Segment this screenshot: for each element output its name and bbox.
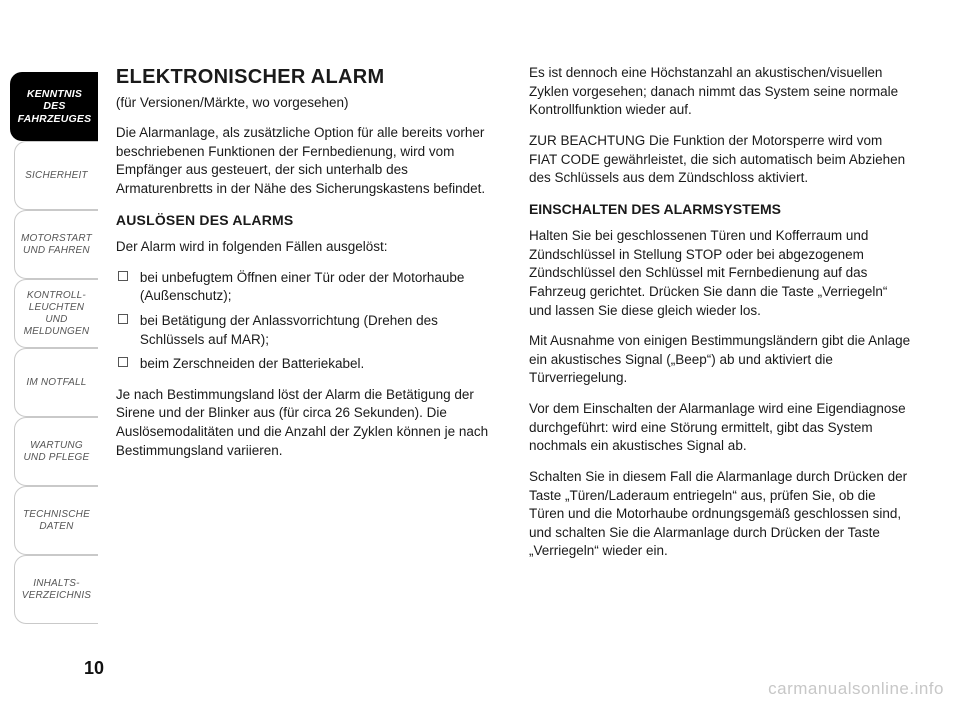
tab-label: SICHERHEIT (19, 170, 94, 182)
tab-label: KENNTNIS DES FAHRZEUGES (11, 88, 98, 126)
checkbox-icon (118, 357, 128, 367)
list-text: beim Zerschneiden der Batteriekabel. (140, 356, 364, 371)
para: Schalten Sie in diesem Fall die Alarmanl… (529, 468, 912, 561)
intro-paragraph: Die Alarmanlage, als zusätzliche Option … (116, 124, 499, 199)
checkbox-icon (118, 271, 128, 281)
list-item: bei Betätigung der Anlassvorrichtung (Dr… (116, 312, 499, 349)
page-subtitle: (für Versionen/Märkte, wo vorgesehen) (116, 94, 499, 113)
trigger-tail: Je nach Bestimmungsland löst der Alarm d… (116, 386, 499, 461)
para: Vor dem Einschalten der Alarmanlage wird… (529, 400, 912, 456)
column-right: Es ist dennoch eine Höchstanzahl an akus… (529, 64, 912, 663)
checkbox-icon (118, 314, 128, 324)
column-left: ELEKTRONISCHER ALARM (für Versionen/Märk… (116, 64, 499, 663)
section-tabs-sidebar: KENNTNIS DES FAHRZEUGES SICHERHEIT MOTOR… (0, 0, 98, 709)
para: Mit Ausnahme von einigen Bestimmungsländ… (529, 332, 912, 388)
manual-page: KENNTNIS DES FAHRZEUGES SICHERHEIT MOTOR… (0, 0, 960, 709)
trigger-list: bei unbefugtem Öffnen einer Tür oder der… (116, 269, 499, 374)
heading-einschalten: EINSCHALTEN DES ALARMSYSTEMS (529, 200, 912, 219)
tab-label: MOTORSTART UND FAHREN (15, 233, 98, 257)
list-item: beim Zerschneiden der Batteriekabel. (116, 355, 499, 374)
tab-label: KONTROLL- LEUCHTEN UND MELDUNGEN (15, 290, 98, 338)
tab-motorstart[interactable]: MOTORSTART UND FAHREN (14, 210, 98, 279)
tab-technische-daten[interactable]: TECHNISCHE DATEN (14, 486, 98, 555)
tab-sicherheit[interactable]: SICHERHEIT (14, 141, 98, 210)
tab-label: TECHNISCHE DATEN (17, 509, 96, 533)
page-number: 10 (48, 658, 140, 679)
page-title: ELEKTRONISCHER ALARM (116, 64, 499, 92)
tab-label: IM NOTFALL (20, 377, 92, 389)
page-content: ELEKTRONISCHER ALARM (für Versionen/Märk… (98, 0, 960, 709)
tab-kenntnis[interactable]: KENNTNIS DES FAHRZEUGES (10, 72, 98, 141)
watermark-text: carmanualsonline.info (768, 679, 944, 699)
list-item: bei unbefugtem Öffnen einer Tür oder der… (116, 269, 499, 306)
tab-kontrollleuchten[interactable]: KONTROLL- LEUCHTEN UND MELDUNGEN (14, 279, 98, 348)
heading-ausloesen: AUSLÖSEN DES ALARMS (116, 211, 499, 230)
tab-label: INHALTS- VERZEICHNIS (16, 578, 97, 602)
list-text: bei unbefugtem Öffnen einer Tür oder der… (140, 270, 464, 304)
trigger-lead: Der Alarm wird in folgenden Fällen ausge… (116, 238, 499, 257)
para: ZUR BEACHTUNG Die Funktion der Motorsper… (529, 132, 912, 188)
tab-inhaltsverzeichnis[interactable]: INHALTS- VERZEICHNIS (14, 555, 98, 624)
tab-label: WARTUNG UND PFLEGE (18, 440, 96, 464)
para: Halten Sie bei geschlossenen Türen und K… (529, 227, 912, 320)
tab-wartung[interactable]: WARTUNG UND PFLEGE (14, 417, 98, 486)
list-text: bei Betätigung der Anlassvorrichtung (Dr… (140, 313, 438, 347)
tab-notfall[interactable]: IM NOTFALL (14, 348, 98, 417)
para: Es ist dennoch eine Höchstanzahl an akus… (529, 64, 912, 120)
